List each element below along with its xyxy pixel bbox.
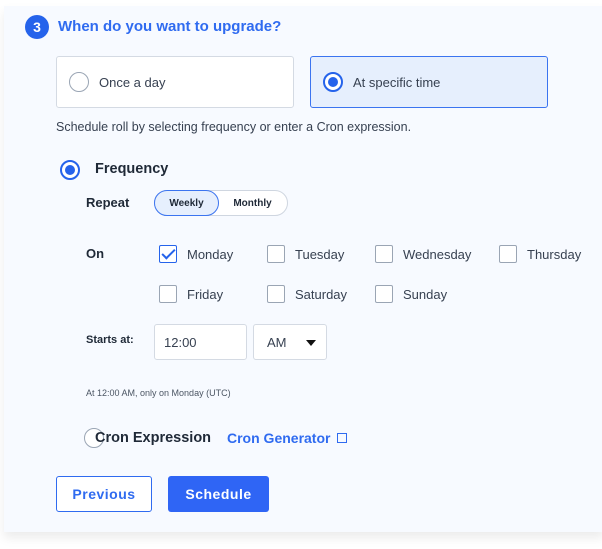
checkbox-icon[interactable] (267, 245, 285, 263)
checkbox-icon[interactable] (267, 285, 285, 303)
frequency-radio[interactable] (60, 160, 80, 180)
frequency-label: Frequency (95, 161, 169, 177)
radio-icon[interactable] (323, 72, 343, 92)
previous-button[interactable]: Previous (56, 476, 152, 512)
option-once-a-day[interactable]: Once a day (56, 56, 294, 108)
time-input[interactable]: 12:00 (154, 324, 247, 360)
caret-down-icon (306, 340, 316, 346)
day-saturday[interactable]: Saturday (267, 285, 347, 303)
schedule-summary: At 12:00 AM, only on Monday (UTC) (86, 388, 231, 398)
day-label: Wednesday (403, 246, 472, 262)
day-label: Tuesday (295, 246, 345, 262)
description: Schedule roll by selecting frequency or … (56, 120, 412, 134)
cron-generator-link[interactable]: Cron Generator (227, 430, 348, 446)
link-text: Cron Generator (227, 430, 331, 446)
cron-radio[interactable] (84, 428, 105, 448)
day-wednesday[interactable]: Wednesday (375, 245, 471, 263)
day-label: Thursday (527, 246, 582, 262)
repeat-monthly[interactable]: Monthly (233, 197, 272, 209)
cron-label: Cron Expression (95, 430, 212, 446)
day-tuesday[interactable]: Tuesday (267, 245, 344, 263)
option-specific-time[interactable]: At specific time (310, 56, 548, 108)
schedule-button[interactable]: Schedule (168, 476, 269, 512)
day-label: Sunday (403, 286, 448, 302)
repeat-weekly[interactable]: Weekly (154, 190, 219, 216)
checkbox-icon[interactable] (375, 245, 393, 263)
checkbox-checked-icon[interactable] (159, 245, 177, 263)
day-label: Monday (187, 246, 234, 262)
option-label: Once a day (99, 74, 166, 90)
checkbox-icon[interactable] (499, 245, 517, 263)
day-label: Friday (187, 286, 224, 302)
day-label: Saturday (295, 286, 348, 302)
step-badge: 3 (25, 15, 49, 39)
radio-icon[interactable] (69, 72, 89, 92)
checkbox-icon[interactable] (375, 285, 393, 303)
day-monday[interactable]: Monday (159, 245, 233, 263)
step-title: When do you want to upgrade? (58, 18, 282, 35)
repeat-toggle: Weekly Monthly (154, 190, 288, 216)
day-sunday[interactable]: Sunday (375, 285, 447, 303)
option-label: At specific time (353, 74, 441, 90)
ampm-value: AM (267, 334, 287, 350)
checkbox-icon[interactable] (159, 285, 177, 303)
external-link-icon (337, 433, 348, 443)
day-friday[interactable]: Friday (159, 285, 223, 303)
day-thursday[interactable]: Thursday (499, 245, 581, 263)
repeat-label: Repeat (86, 195, 130, 210)
starts-at-label: Starts at: (86, 334, 134, 346)
ampm-select[interactable]: AM (253, 324, 327, 360)
on-label: On (86, 246, 105, 261)
